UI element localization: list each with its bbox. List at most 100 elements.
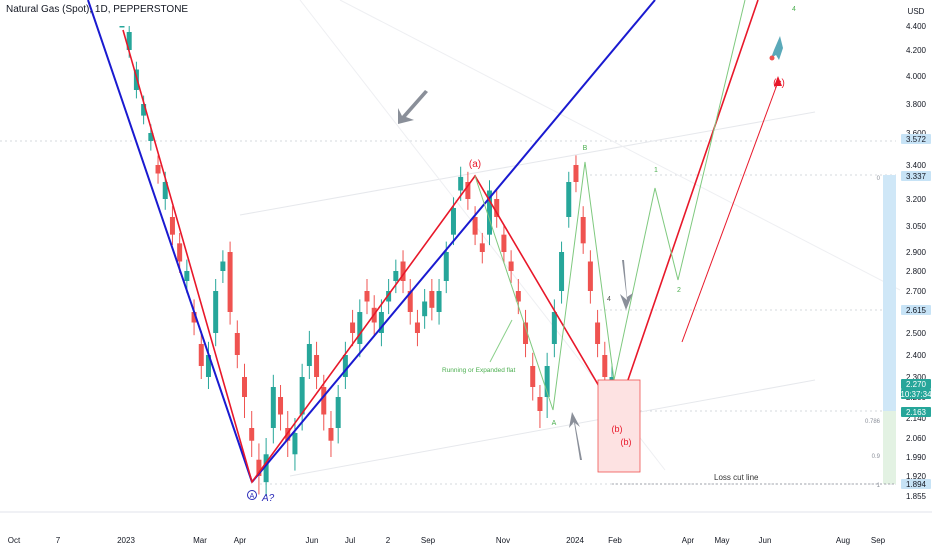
candle-body (508, 261, 514, 271)
price-tag-bg (901, 407, 931, 417)
candle-body (177, 243, 183, 262)
candle-body (169, 217, 175, 235)
price-tag-bg (901, 171, 931, 181)
candle-body (350, 322, 356, 333)
y-tick-label: 3.800 (906, 100, 927, 109)
candle-body (119, 26, 125, 28)
price-tag-label: 10:37:34 (900, 390, 932, 399)
y-tick-label: 3.400 (906, 161, 927, 170)
candle-body (515, 291, 521, 302)
price-tag-bg (901, 389, 931, 399)
candle-body (162, 182, 168, 199)
candle-body (551, 312, 557, 344)
candle-body (285, 428, 291, 441)
x-tick-label: Apr (234, 536, 247, 545)
y-tick-label: 4.000 (906, 72, 927, 81)
x-tick-label: 2023 (117, 536, 135, 545)
annotation-loss-cut: Loss cut line (714, 473, 759, 482)
fib-label: 0 (877, 176, 881, 182)
y-tick-label: 3.600 (906, 129, 927, 138)
candle-body (422, 301, 428, 317)
y-tick-label: 1.990 (906, 453, 927, 462)
x-tick-label: Feb (608, 536, 622, 545)
blue-downtrend-line (87, 0, 253, 483)
y-tick-label: 3.050 (906, 222, 927, 231)
wave-label-2: 2 (677, 287, 681, 294)
candle-body (342, 355, 348, 377)
candle-body (393, 271, 399, 281)
y-tick-label: 4.200 (906, 46, 927, 55)
candle-body (378, 312, 384, 333)
candle-body (364, 291, 370, 302)
candle-body (220, 261, 226, 271)
wave-label-b: (b) (612, 424, 623, 434)
wave-label-1: 1 (654, 167, 658, 174)
gray-arrow-icon (398, 90, 428, 124)
blue-uptrend-line (251, 0, 656, 483)
x-tick-label: 2024 (566, 536, 584, 545)
x-tick-label: May (714, 536, 729, 545)
candle-body (213, 291, 219, 333)
price-tag-label: 1.894 (906, 480, 927, 489)
candle-body (573, 165, 579, 182)
candle-body (479, 243, 485, 252)
candle-body (314, 355, 320, 377)
candle-body (234, 333, 240, 355)
x-tick-label: Nov (496, 536, 510, 545)
price-tag-bg (901, 479, 931, 489)
wave-label-4b: 4 (792, 6, 796, 13)
candle-body (242, 377, 247, 397)
price-tag-label: 3.337 (906, 172, 927, 181)
candle-body (278, 397, 284, 415)
green-wave-path (474, 0, 746, 411)
candle-body (602, 355, 608, 377)
wave-label-A-question: A? (261, 493, 275, 504)
candle-body (205, 355, 211, 377)
y-tick-label: 2.300 (906, 373, 927, 382)
candle-body (321, 387, 327, 415)
price-tag-label: 2.615 (906, 306, 927, 315)
wave-label-circled-A: A (250, 493, 255, 500)
candle-body (191, 312, 197, 323)
candle-body (256, 459, 262, 476)
wave-label-a: (a) (469, 159, 481, 170)
x-tick-label: Mar (193, 536, 207, 545)
price-tag-bg (901, 134, 931, 144)
candle-body (148, 133, 154, 141)
fib-label: 1 (877, 483, 881, 489)
candle-body (299, 377, 305, 415)
candle-body (487, 190, 492, 235)
candle-body (407, 291, 413, 312)
x-tick-label: Jun (306, 536, 319, 545)
y-tick-label: 3.200 (906, 195, 927, 204)
candle-body (587, 261, 593, 291)
wave-circle (247, 490, 257, 500)
candle-body (494, 199, 500, 217)
candle-body (184, 271, 190, 281)
y-tick-label: 2.900 (906, 248, 927, 257)
y-tick-label: 2.060 (906, 434, 927, 443)
candle-body (227, 252, 233, 312)
channel-line (289, 379, 816, 477)
candle-body (263, 454, 269, 483)
price-axis (900, 0, 932, 512)
candle-body (400, 261, 406, 281)
fib-label: 0.9 (872, 454, 881, 460)
x-tick-label: 7 (56, 536, 61, 545)
y-tick-label: 2.500 (906, 329, 927, 338)
candle-body (335, 397, 341, 428)
y-tick-label: 1.920 (906, 472, 927, 481)
red-wave-path (122, 0, 759, 484)
x-tick-label: Jul (345, 536, 355, 545)
wave-label-c: (c) (773, 78, 785, 89)
y-tick-label: 2.800 (906, 267, 927, 276)
candle-body (436, 291, 442, 312)
y-tick-label: 4.400 (906, 22, 927, 31)
price-tag-label: 2.163 (906, 408, 927, 417)
candle-body (270, 387, 276, 428)
channel-line (239, 111, 816, 216)
candle-body (126, 32, 132, 50)
candle-body (530, 366, 536, 387)
